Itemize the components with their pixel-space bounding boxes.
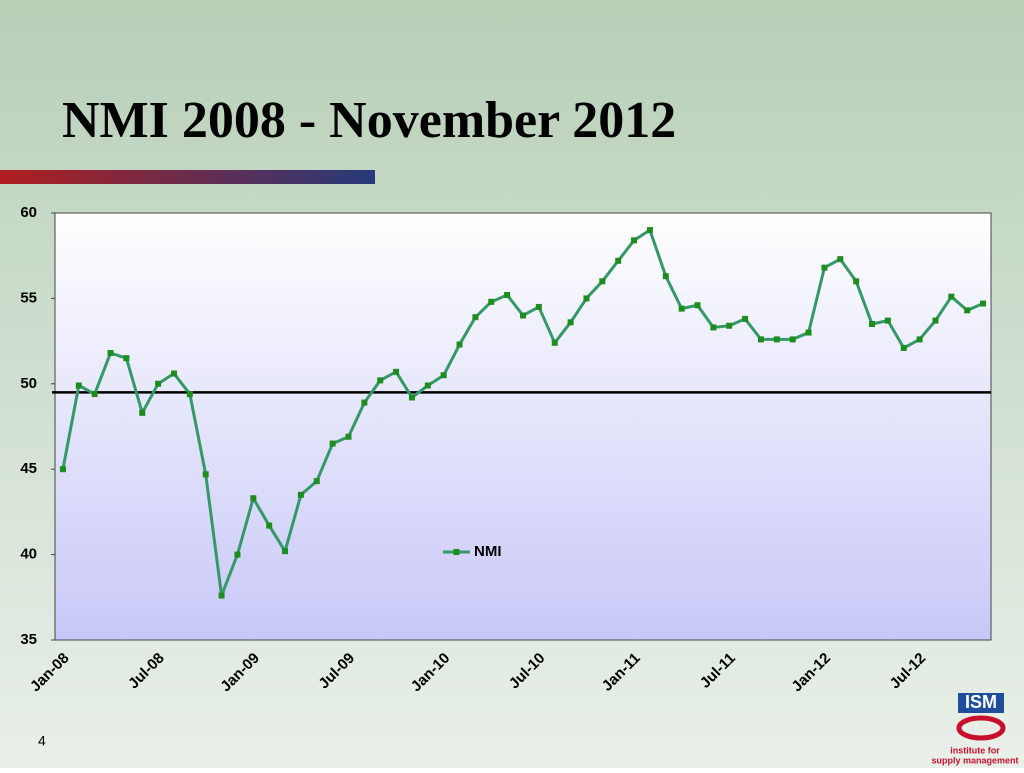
marker [535,303,542,310]
marker [837,256,844,263]
marker [329,440,336,447]
marker [250,495,257,502]
marker [377,377,384,384]
marker [884,317,891,324]
marker [916,336,923,343]
marker [631,237,638,244]
marker [615,257,622,264]
marker [186,391,193,398]
marker [472,314,479,321]
logo-box [958,693,1004,713]
page-number: 4 [38,733,46,749]
slide-title: NMI 2008 - November 2012 [62,92,676,149]
marker [297,491,304,498]
marker [488,298,495,305]
title-bar [0,170,375,184]
marker [821,264,828,271]
marker [678,305,685,312]
marker [139,409,146,416]
marker [75,382,82,389]
marker [91,391,98,398]
marker [504,291,511,298]
marker [266,522,273,529]
marker [440,372,447,379]
marker [726,322,733,329]
marker [900,344,907,351]
marker [408,394,415,401]
logo-swirl [956,715,1006,741]
logo-tagline: institute for [950,745,1000,755]
marker [123,355,130,362]
marker [948,293,955,300]
marker [805,329,812,336]
y-tick-label: 55 [20,289,37,306]
y-tick-label: 40 [20,546,37,563]
marker [853,278,860,285]
marker [155,380,162,387]
marker [742,315,749,322]
y-tick-label: 50 [20,375,37,392]
marker [869,321,876,328]
marker [646,227,653,234]
logo-name: ISM [965,692,997,712]
marker [662,273,669,280]
marker [202,471,209,478]
marker [345,433,352,440]
marker [964,307,971,314]
y-tick-label: 45 [20,460,37,477]
marker [694,302,701,309]
marker [393,368,400,375]
marker [456,341,463,348]
marker [710,324,717,331]
marker [59,466,66,473]
logo-tagline: supply management [931,755,1018,765]
marker [107,350,114,357]
marker [234,551,241,558]
marker [313,478,320,485]
marker [980,300,987,307]
marker [789,336,796,343]
legend-label: NMI [474,543,502,560]
plot-area [54,212,992,641]
marker [361,399,368,406]
marker [282,548,289,555]
y-tick-label: 35 [20,631,37,648]
marker [551,339,558,346]
marker [583,295,590,302]
marker [932,317,939,324]
legend-marker [453,549,460,555]
logo: ISM institute for supply management [931,692,1018,766]
y-tick-label: 60 [20,204,37,221]
marker [218,592,225,599]
marker [424,382,431,389]
marker [599,278,606,285]
marker [520,312,526,319]
marker [773,336,780,343]
marker [170,370,177,377]
marker [567,319,574,326]
marker [757,336,764,343]
